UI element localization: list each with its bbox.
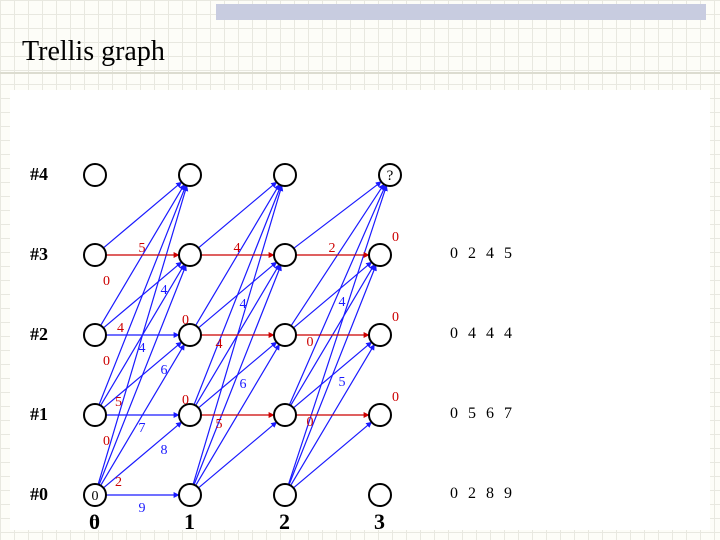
node (274, 484, 296, 506)
edge-weight: 4 (161, 283, 168, 299)
edge (103, 262, 181, 328)
node (179, 244, 201, 266)
node (369, 404, 391, 426)
extra-weight: 2 (115, 475, 122, 491)
edge (198, 422, 276, 488)
node-origin-label: 0 (92, 489, 99, 504)
row-label: #3 (30, 244, 48, 265)
node-init-weight: 0 (103, 354, 110, 370)
node (274, 404, 296, 426)
row-label: #4 (30, 164, 48, 185)
node (274, 324, 296, 346)
node (84, 244, 106, 266)
extra-weight: 0 (392, 230, 399, 246)
node (84, 164, 106, 186)
column-label: 3 (374, 509, 385, 535)
edge-weight: 0 (307, 415, 314, 431)
node (369, 324, 391, 346)
title-underline (0, 72, 720, 74)
row-path: 0 2 4 5 (450, 245, 515, 263)
diagram-svg: 0? (10, 90, 710, 530)
edge (103, 182, 181, 248)
node (179, 484, 201, 506)
node (84, 324, 106, 346)
edge-weight: 5 (139, 241, 146, 257)
top-bar (216, 4, 706, 20)
edge-weight: 4 (339, 295, 346, 311)
node-init-weight: 0 (103, 434, 110, 450)
edge (289, 185, 385, 405)
edge-weight: 6 (240, 377, 247, 393)
extra-weight: 5 (115, 395, 122, 411)
edge-weight: 7 (139, 421, 146, 437)
node (84, 404, 106, 426)
extra-weight: 0 (182, 313, 189, 329)
row-path: 0 4 4 4 (450, 325, 515, 343)
row-label: #2 (30, 324, 48, 345)
edge-weight: 5 (216, 417, 223, 433)
column-label: 1 (184, 509, 195, 535)
edge-weight: 6 (161, 363, 168, 379)
node-init-weight: 0 (103, 274, 110, 290)
row-label: #0 (30, 484, 48, 505)
edge-weight: 2 (329, 241, 336, 257)
edge (198, 342, 276, 408)
edge (198, 182, 276, 248)
edge-weight: 8 (161, 443, 168, 459)
page-title: Trellis graph (22, 36, 165, 68)
edge-weight: 4 (216, 337, 223, 353)
trellis-diagram: 0? #0 0 2 8 9 #1 0 5 6 7 #2 0 4 4 4 #3 0 2 4 5 #… (10, 90, 710, 530)
extra-weight: 4 (117, 321, 124, 337)
edge-weight: 4 (234, 241, 241, 257)
node (274, 244, 296, 266)
row-path: 0 2 8 9 (450, 485, 515, 503)
edge-weight: 4 (139, 341, 146, 357)
node (274, 164, 296, 186)
edge (293, 262, 371, 328)
edge-weight: 4 (240, 297, 247, 313)
node-question-label: ? (387, 168, 394, 184)
edge-weight: 0 (307, 335, 314, 351)
node (369, 244, 391, 266)
row-path: 0 5 6 7 (450, 405, 515, 423)
node (179, 164, 201, 186)
edge-weight: 9 (139, 501, 146, 517)
edge-weight: 5 (339, 375, 346, 391)
row-label: #1 (30, 404, 48, 425)
node (369, 484, 391, 506)
edge (198, 262, 276, 328)
node-init-weight: 0 (91, 517, 98, 533)
extra-weight: 0 (182, 393, 189, 409)
extra-weight: 0 (392, 310, 399, 326)
extra-weight: 0 (392, 390, 399, 406)
edge (294, 182, 382, 249)
column-label: 2 (279, 509, 290, 535)
